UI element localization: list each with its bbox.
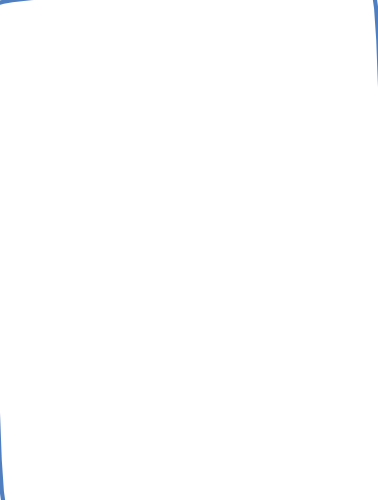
X-axis label: t: t — [200, 330, 203, 336]
Text: c: c — [56, 354, 62, 364]
X-axis label: t: t — [200, 172, 203, 177]
Text: b: b — [55, 196, 63, 205]
Title: Real h: Real h — [189, 168, 213, 177]
Y-axis label: Ω: Ω — [16, 246, 22, 251]
X-axis label: t: t — [200, 488, 203, 494]
Circle shape — [29, 30, 88, 55]
Title: h: h — [199, 10, 204, 19]
Y-axis label: Ω: Ω — [16, 88, 22, 93]
Circle shape — [29, 346, 88, 371]
Y-axis label: Ω: Ω — [16, 404, 22, 409]
Circle shape — [29, 188, 88, 214]
Text: a: a — [55, 38, 63, 48]
Title: Imag. h: Imag. h — [187, 326, 216, 335]
